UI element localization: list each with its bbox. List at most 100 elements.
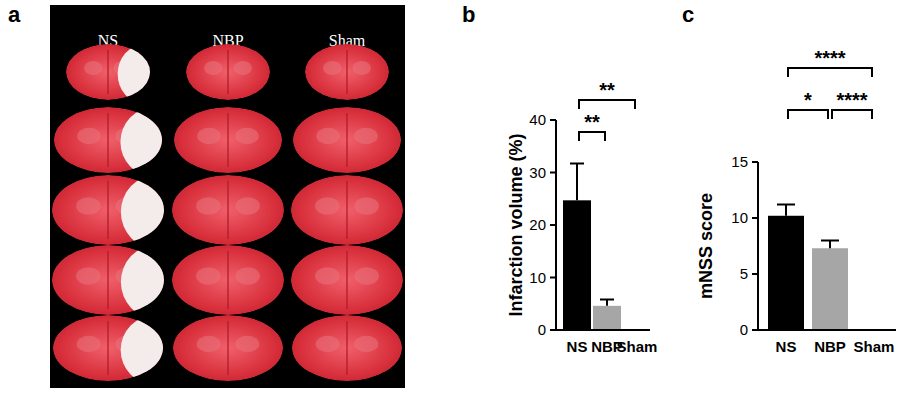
- tissue-shade: [84, 61, 102, 75]
- midline: [107, 50, 108, 94]
- significance-bracket: [788, 68, 872, 77]
- bar: [593, 306, 621, 330]
- panel-label: a: [8, 2, 21, 27]
- tissue-shade: [196, 267, 221, 285]
- midline: [107, 181, 108, 239]
- y-tick: [550, 329, 556, 331]
- brain-slice: [186, 44, 270, 100]
- brain-slice: [54, 107, 187, 177]
- brain-slice: [53, 315, 189, 385]
- midline: [107, 113, 108, 167]
- slice-tissue: [291, 245, 403, 315]
- error-bar: [777, 205, 795, 216]
- tissue-shade: [76, 267, 101, 285]
- slice-tissue: [174, 107, 282, 173]
- y-tick: [550, 277, 556, 279]
- brain-slice: [52, 245, 190, 319]
- brain-slice: [291, 245, 403, 315]
- y-tick-label: 40: [529, 111, 546, 128]
- y-tick-label: 10: [731, 209, 748, 226]
- significance-bracket: [579, 132, 605, 141]
- significance-bracket: [579, 100, 635, 109]
- tissue-shade: [197, 336, 221, 353]
- tissue-shade: [196, 197, 221, 215]
- tissue-shade: [354, 267, 379, 285]
- midline: [346, 50, 347, 94]
- plot-area: [563, 164, 644, 330]
- tissue-shade: [76, 197, 101, 215]
- x-tick-label: NS: [776, 338, 797, 355]
- x-axis: [556, 329, 650, 331]
- y-tick-label: 10: [529, 269, 546, 286]
- tissue-shade: [316, 128, 340, 145]
- slice-tissue: [291, 175, 403, 245]
- slice-tissue: [173, 315, 283, 381]
- tissue-shade: [354, 336, 378, 353]
- panel-label: b: [462, 2, 475, 27]
- brain-slice: [66, 44, 170, 103]
- tissue-shade: [77, 128, 101, 145]
- y-tick-label: 30: [529, 164, 546, 181]
- significance-label: *: [804, 89, 812, 111]
- y-tick: [752, 273, 758, 275]
- tissue-shade: [235, 197, 260, 215]
- figure: aNSNBPShamb010203040NSNBPShamInfarction …: [0, 0, 917, 393]
- tissue-shade: [316, 336, 340, 353]
- significance-label: **: [584, 111, 600, 133]
- tissue-shade: [233, 61, 251, 75]
- x-tick-label: NS: [567, 338, 588, 355]
- x-tick-label: Sham: [617, 338, 658, 355]
- significance-label: **: [599, 79, 615, 101]
- y-axis-label: mNSS score: [696, 193, 716, 299]
- midline: [227, 181, 228, 239]
- brain-slice: [172, 245, 284, 315]
- tissue-shade: [352, 61, 370, 75]
- y-tick: [550, 172, 556, 174]
- y-tick: [550, 224, 556, 226]
- midline: [346, 251, 347, 309]
- significance-label: ****: [814, 47, 845, 69]
- tissue-shade: [235, 267, 260, 285]
- significance-bracket: [832, 110, 872, 119]
- bar: [812, 248, 848, 330]
- x-tick-label: Sham: [854, 338, 895, 355]
- midline: [227, 50, 228, 94]
- midline: [346, 113, 347, 167]
- slice-tissue: [172, 245, 284, 315]
- tissue-shade: [323, 61, 341, 75]
- tissue-shade: [354, 197, 379, 215]
- error-bar: [600, 300, 614, 306]
- bar: [563, 200, 591, 330]
- brain-slice: [173, 315, 283, 381]
- photo-background: [50, 5, 405, 388]
- tissue-shade: [354, 128, 378, 145]
- tissue-shade: [315, 267, 340, 285]
- significance-label: ****: [836, 89, 867, 111]
- brain-slice: [172, 175, 284, 245]
- slice-tissue: [292, 315, 402, 381]
- slice-tissue: [305, 44, 389, 100]
- x-tick-label: NBP: [814, 338, 846, 355]
- midline: [346, 321, 347, 375]
- y-tick-label: 20: [529, 216, 546, 233]
- x-axis: [758, 329, 896, 331]
- plot-area: [768, 205, 883, 330]
- brain-slice: [291, 175, 403, 245]
- error-bar: [821, 240, 839, 248]
- y-tick: [550, 119, 556, 121]
- tissue-shade: [235, 336, 259, 353]
- tissue-shade: [77, 336, 101, 353]
- midline: [346, 181, 347, 239]
- y-tick-label: 15: [731, 153, 748, 170]
- midline: [107, 321, 108, 375]
- y-tick-label: 0: [538, 321, 546, 338]
- brain-slice: [52, 175, 190, 249]
- brain-slice: [174, 107, 282, 173]
- midline: [227, 251, 228, 309]
- y-tick: [752, 161, 758, 163]
- tissue-shade: [197, 128, 221, 145]
- bar: [768, 216, 804, 330]
- brain-slice: [305, 44, 389, 100]
- tissue-shade: [315, 197, 340, 215]
- y-tick: [752, 217, 758, 219]
